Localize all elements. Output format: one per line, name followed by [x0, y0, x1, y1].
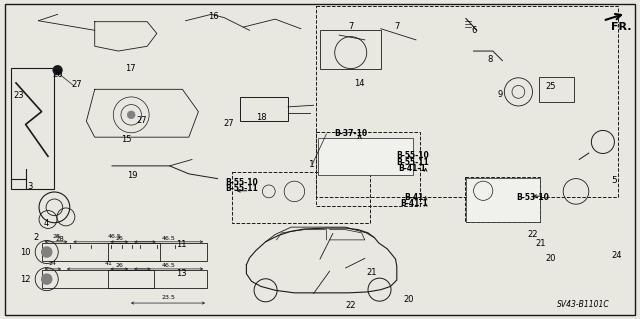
Text: 26: 26: [115, 263, 124, 268]
Text: 6: 6: [471, 26, 476, 35]
Circle shape: [41, 273, 52, 285]
Text: B-55-10: B-55-10: [225, 178, 259, 187]
Text: 15: 15: [122, 135, 132, 144]
Text: 12: 12: [20, 275, 31, 284]
Bar: [232, 172, 370, 223]
Bar: [318, 138, 413, 175]
Text: 26: 26: [52, 70, 63, 79]
Text: B-53-10: B-53-10: [516, 193, 549, 202]
Text: B-41-1: B-41-1: [398, 164, 426, 173]
Text: B-37-10: B-37-10: [334, 129, 367, 138]
Bar: [539, 77, 574, 102]
Bar: [108, 243, 207, 261]
Text: 14: 14: [354, 79, 364, 88]
Text: 17: 17: [125, 64, 136, 73]
Text: 16: 16: [209, 12, 219, 21]
Text: 10: 10: [20, 248, 31, 256]
Text: 23.5: 23.5: [161, 295, 175, 300]
Text: 4: 4: [44, 219, 49, 228]
Bar: [316, 6, 618, 197]
Bar: [316, 132, 420, 206]
Text: 13: 13: [177, 269, 187, 278]
Text: 27: 27: [72, 80, 82, 89]
Text: 25: 25: [545, 82, 556, 91]
Text: SV43-B1101C: SV43-B1101C: [557, 300, 609, 309]
Text: 23: 23: [14, 91, 24, 100]
Bar: [320, 30, 381, 69]
Text: B-55-10: B-55-10: [396, 151, 429, 160]
Text: 24: 24: [612, 251, 622, 260]
Bar: [108, 270, 207, 288]
Bar: [42, 270, 154, 288]
Text: 28: 28: [55, 236, 64, 242]
Text: 22: 22: [527, 230, 538, 239]
Circle shape: [127, 111, 135, 119]
Text: 41: 41: [105, 261, 113, 266]
Bar: [42, 243, 160, 261]
Text: B-41-1: B-41-1: [400, 199, 428, 208]
Text: 46.5: 46.5: [162, 236, 175, 241]
Text: 27: 27: [224, 119, 234, 128]
Text: 21: 21: [366, 268, 376, 277]
Text: 24: 24: [49, 261, 57, 266]
Text: 8: 8: [487, 56, 492, 64]
Text: 18: 18: [256, 113, 266, 122]
Text: B-55-11: B-55-11: [396, 158, 429, 167]
Text: 27: 27: [137, 116, 147, 125]
Text: 3: 3: [28, 182, 33, 191]
Text: 9: 9: [498, 90, 503, 99]
Text: 21: 21: [536, 239, 546, 248]
Text: 2: 2: [34, 233, 39, 242]
Text: 46.5: 46.5: [162, 263, 175, 268]
Circle shape: [52, 65, 63, 75]
Text: 26: 26: [115, 236, 124, 241]
Text: FR.: FR.: [611, 22, 632, 32]
Text: B-41: B-41: [404, 193, 424, 202]
Text: 1: 1: [310, 160, 315, 169]
Text: 20: 20: [404, 295, 414, 304]
Circle shape: [41, 246, 52, 258]
Text: 22: 22: [346, 301, 356, 310]
Text: 20: 20: [545, 254, 556, 263]
Text: 19: 19: [127, 171, 138, 180]
Text: 11: 11: [177, 241, 187, 249]
Bar: [466, 178, 540, 222]
Bar: [465, 177, 540, 222]
Bar: [11, 68, 54, 189]
Bar: [240, 97, 288, 121]
Text: B-55-11: B-55-11: [225, 184, 259, 193]
Text: 28: 28: [52, 234, 60, 239]
Text: 46.5: 46.5: [108, 234, 122, 239]
Text: 7: 7: [348, 22, 353, 31]
Text: 7: 7: [394, 22, 399, 31]
Text: 5: 5: [612, 176, 617, 185]
